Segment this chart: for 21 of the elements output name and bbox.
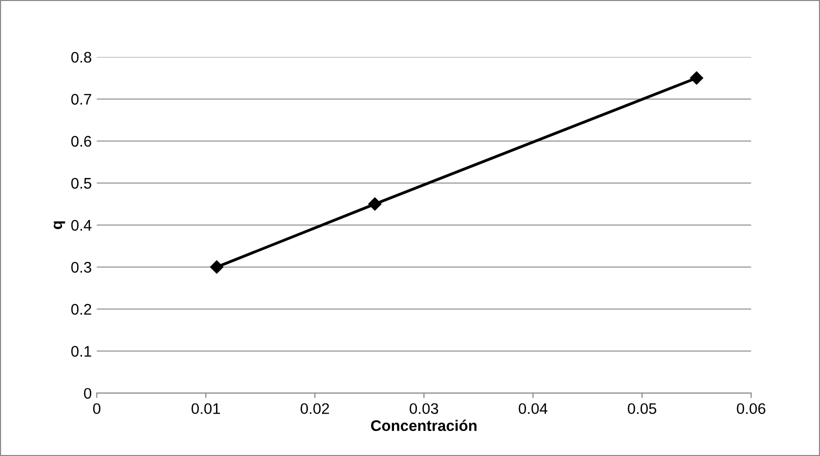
x-tick-label: 0.02	[300, 403, 329, 414]
y-tick-label: 0.8	[71, 52, 92, 63]
x-tick-label: 0.01	[192, 403, 220, 414]
y-tick-label: 0.2	[71, 304, 92, 315]
x-tick-label: 0.06	[736, 403, 766, 414]
point	[210, 260, 224, 274]
y-tick-label: 0.7	[71, 94, 92, 105]
y-tick-label: 0.1	[71, 346, 92, 357]
x-tick-label: 0.03	[410, 403, 438, 414]
point	[368, 197, 382, 211]
y-tick-label: 0.3	[71, 262, 92, 273]
x-tick-label: 0	[93, 403, 100, 414]
x-tick-label: 0.04	[518, 403, 548, 414]
y-tick-label: 0.6	[71, 136, 92, 147]
point	[690, 71, 704, 85]
y-tick-label: 0	[84, 388, 92, 399]
x-tick-label: 0.05	[628, 403, 656, 414]
x-axis-title: Concentración	[371, 420, 476, 432]
y-tick-label: 0.4	[71, 220, 92, 231]
y-tick-label: 0.5	[71, 178, 92, 189]
y-axis-title: q	[54, 221, 66, 230]
